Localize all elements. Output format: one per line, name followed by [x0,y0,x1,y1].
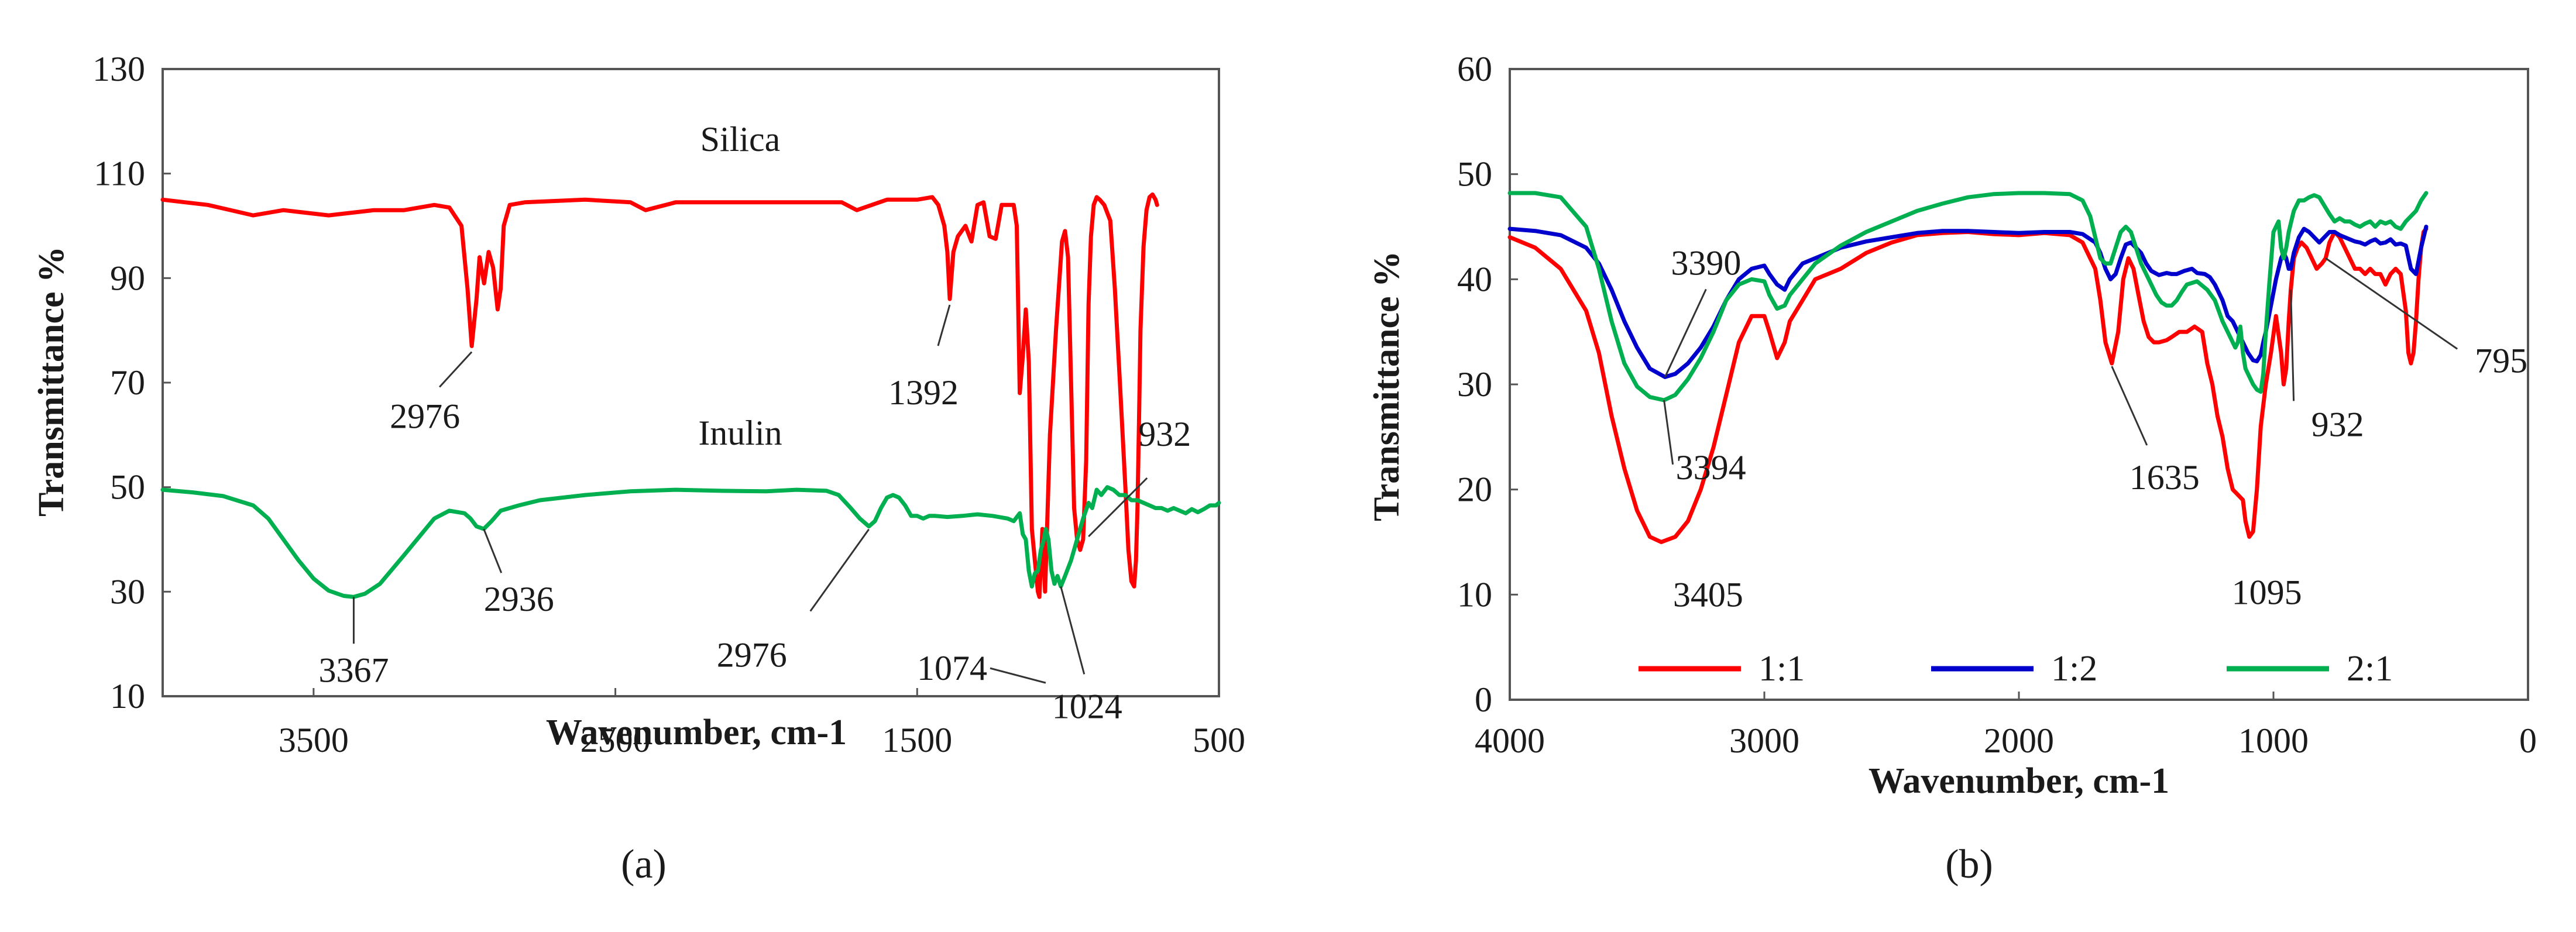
y-tick-label: 10 [110,677,145,716]
annotation-1074: 1074 [917,649,987,687]
x-tick-label: 3500 [279,721,349,759]
y-tick-label: 0 [1475,680,1492,719]
annotation-leader-1392 [937,304,951,346]
x-tick-label: 1000 [2238,721,2309,760]
annotation-2936: 2936 [484,580,554,618]
series-label-inulin: Inulin [698,414,782,452]
panel-b-y-axis-title: Transmittance % [1367,251,1407,521]
panel-b-x-ticks: 4000 3000 2000 1000 0 [1475,692,2537,760]
panel-b-annotations: 3390 3394 3405 1635 1095 932 795 [1663,243,2527,614]
y-tick-label: 30 [1457,365,1492,404]
series-line-1-2 [1507,225,2429,379]
annotation-2976-inulin: 2976 [717,636,787,675]
y-tick-label: 50 [1457,155,1492,194]
panel-a-y-ticks: 10 30 50 70 90 110 130 [92,50,171,716]
annotation-3394: 3394 [1676,448,1746,487]
panel-a-y-axis-title: Transmittance % [32,246,71,517]
panel-b-series [1507,191,2429,544]
series-line-2-1 [1507,191,2429,403]
annotation-leader-1074 [990,667,1046,684]
annotation-leader-2976-silica [438,351,473,388]
legend-label-1-2: 1:2 [2051,649,2097,689]
x-tick-label: 4000 [1475,721,1545,760]
panel-a-chart: 10 30 50 70 90 110 130 3500 2500 1500 500 2976 13… [32,50,1245,887]
annotation-leader-1635 [2111,366,2148,446]
annotation-1095: 1095 [2232,573,2302,612]
y-tick-label: 110 [94,154,145,193]
annotation-leader-1024 [1060,586,1086,675]
panel-b-label: (b) [1945,842,1993,887]
annotation-932-a: 932 [1138,415,1191,453]
series-line-silica [160,192,1159,599]
x-tick-label: 500 [1193,721,1245,759]
annotation-2976-silica: 2976 [390,397,460,435]
annotation-leader-795 [2325,257,2458,350]
series-label-silica: Silica [700,120,781,159]
y-tick-label: 30 [110,572,145,611]
panel-a-x-axis-title: Wavenumber, cm-1 [546,713,847,752]
series-line-1-1 [1507,226,2429,544]
y-tick-label: 40 [1457,260,1492,298]
y-tick-label: 90 [110,259,145,297]
y-tick-label: 20 [1457,470,1492,509]
y-tick-label: 130 [92,50,145,88]
annotation-leader-2936 [483,528,503,573]
annotation-3390: 3390 [1671,243,1741,282]
x-tick-label: 1500 [882,721,952,759]
panel-a-x-ticks: 3500 2500 1500 500 [279,688,1245,759]
y-tick-label: 70 [110,363,145,402]
panel-b-chart: 0 10 20 30 40 50 60 4000 3000 2000 1000 0 3390 339… [1367,50,2537,887]
y-tick-label: 10 [1457,575,1492,614]
x-tick-label: 2000 [1984,721,2054,760]
annotation-leader-932-a [1088,477,1148,538]
x-tick-label: 2500 [581,721,651,759]
panel-b-x-axis-title: Wavenumber, cm-1 [1869,761,2169,801]
annotation-leader-2976-inulin [809,528,870,612]
panel-a-annotations: 2976 1392 932 3367 2936 2976 1074 1024 [318,304,1191,725]
annotation-leader-3390 [1664,288,1707,378]
y-tick-label: 50 [110,468,145,507]
legend-label-2-1: 2:1 [2347,649,2393,689]
panel-b-legend: 1:1 1:2 2:1 [1639,649,2393,689]
annotation-3367: 3367 [318,651,389,689]
x-tick-label: 0 [2519,721,2537,760]
annotation-3405: 3405 [1673,576,1743,614]
panel-b-y-ticks: 0 10 20 30 40 50 60 [1457,50,1518,719]
annotation-1024: 1024 [1052,687,1122,725]
annotation-1392: 1392 [888,373,959,412]
legend-label-1-1: 1:1 [1758,649,1805,689]
panel-a-label: (a) [621,842,667,887]
annotation-leader-932-b [2290,290,2295,401]
annotation-1635: 1635 [2130,458,2200,497]
annotation-795: 795 [2475,341,2527,380]
annotation-leader-3394 [1663,400,1674,465]
y-tick-label: 60 [1457,50,1492,88]
annotation-932-b: 932 [2311,405,2364,443]
x-tick-label: 3000 [1729,721,1799,760]
